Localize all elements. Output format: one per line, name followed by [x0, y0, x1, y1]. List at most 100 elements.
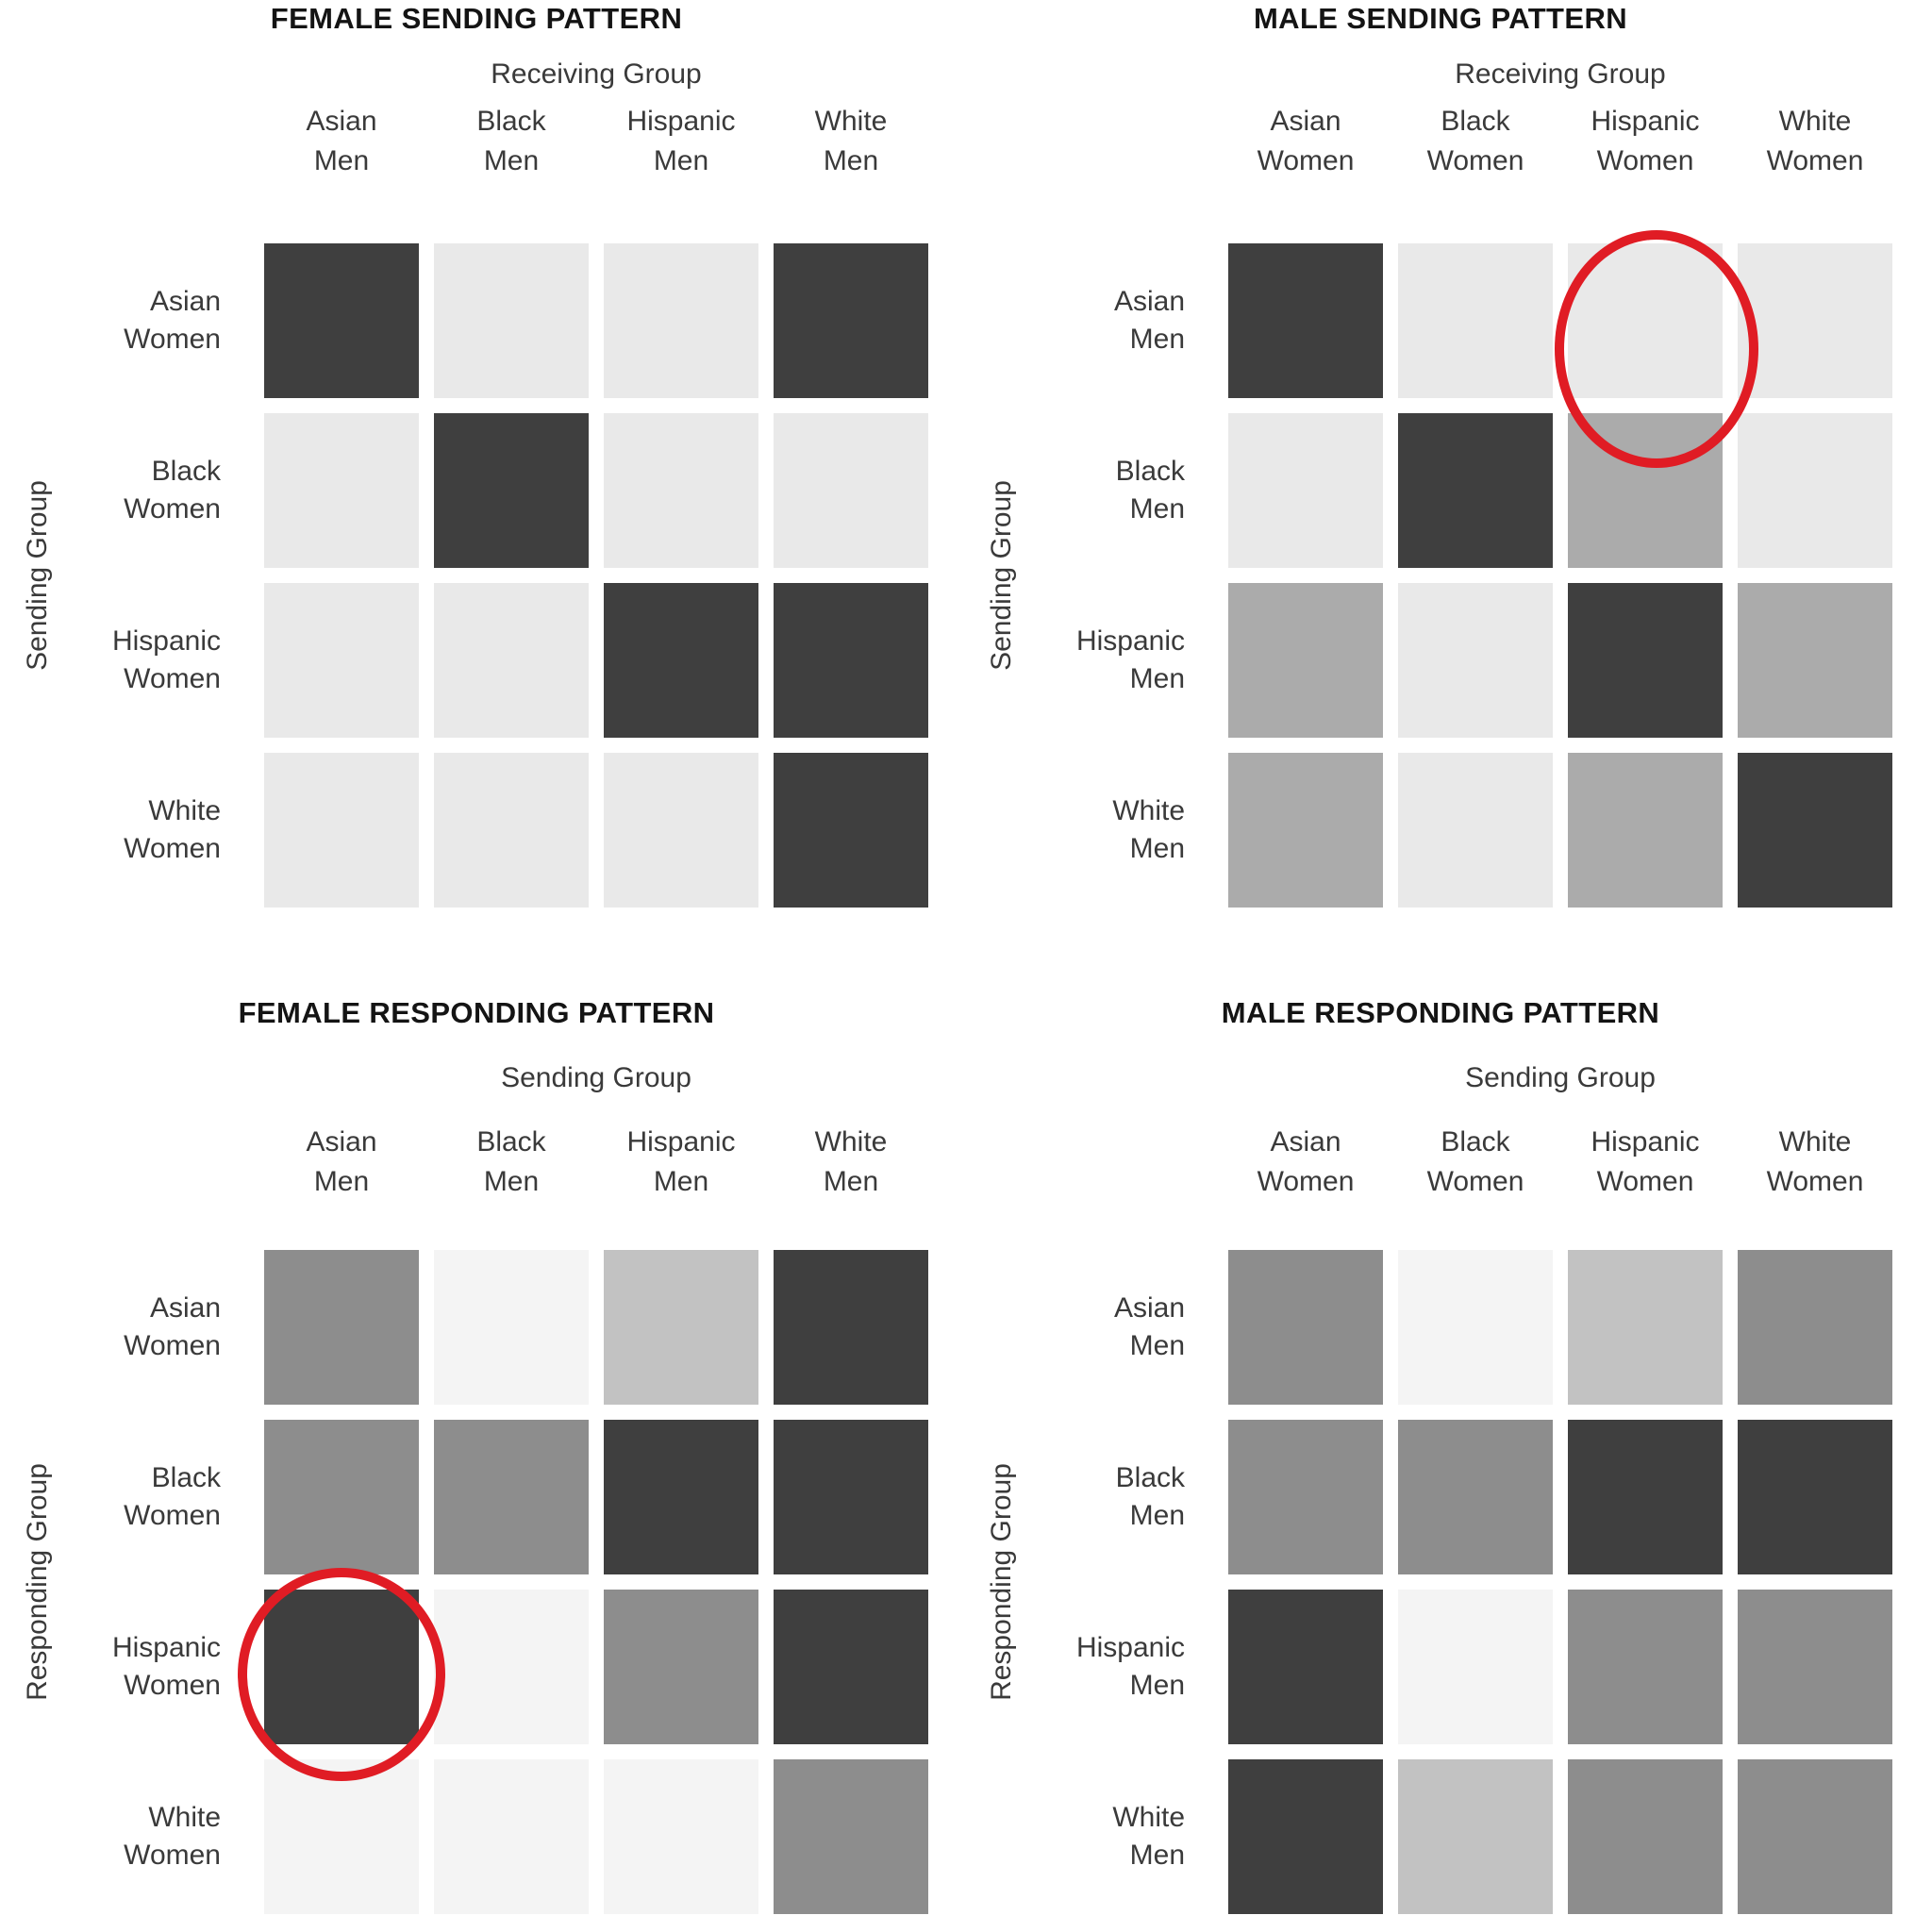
heatmap-grid: Asian Women Black Women Hispanic Women White Wo… [0, 1250, 928, 1914]
heatmap-cell-male-responding-r1-c0 [1228, 1420, 1383, 1574]
heatmap-cell-male-sending-r1-c2 [1568, 413, 1723, 568]
panel-male-sending: MALE SENDING PATTERN Receiving Group Asi… [964, 0, 1917, 951]
heatmap-cell-female-responding-r0-c3 [774, 1250, 928, 1405]
heatmap-cell-male-responding-r1-c2 [1568, 1420, 1723, 1574]
heatmap-cell-male-responding-r3-c0 [1228, 1759, 1383, 1914]
heatmap-cell-male-responding-r3-c3 [1738, 1759, 1892, 1914]
left-axis-label: Sending Group [22, 480, 53, 671]
row-label-hispanic-men: Hispanic Men [1075, 625, 1185, 694]
heatmap-cell-female-sending-r0-c0 [264, 243, 419, 398]
heatmap-cell-male-sending-r1-c1 [1398, 413, 1553, 568]
heatmap-grid: Asian Women Black Women Hispanic Women White Wo… [0, 243, 928, 908]
heatmap-cell-female-responding-r2-c3 [774, 1590, 928, 1744]
panel-title: MALE SENDING PATTERN [1253, 2, 1628, 35]
left-axis-label: Sending Group [986, 480, 1017, 671]
heatmap-cell-male-sending-r2-c3 [1738, 583, 1892, 738]
heatmap-cell-female-responding-r3-c3 [774, 1759, 928, 1914]
column-header-black-women: Black Women [1426, 106, 1524, 176]
row-label-white-women: White Women [124, 795, 221, 864]
row-label-black-women: Black Women [124, 456, 221, 525]
row-label-asian-women: Asian Women [124, 286, 221, 355]
heatmap-cell-female-sending-r1-c0 [264, 413, 419, 568]
heatmap-cell-female-sending-r2-c1 [434, 583, 589, 738]
column-headers: Asian Women Black Women Hispanic Women White Wo… [1228, 102, 1892, 181]
column-headers: Asian Men Black Men Hispanic Men White Men [264, 102, 928, 181]
heatmap-cell-female-sending-r3-c1 [434, 753, 589, 908]
row-label-hispanic-women: Hispanic Women [111, 625, 221, 694]
row-label-black-women: Black Women [124, 1462, 221, 1531]
heatmap-cell-female-responding-r0-c0 [264, 1250, 419, 1405]
heatmap-cell-female-responding-r1-c2 [604, 1420, 758, 1574]
heatmap-cell-female-responding-r3-c0 [264, 1759, 419, 1914]
heatmap-cell-male-sending-r3-c1 [1398, 753, 1553, 908]
left-axis-label: Responding Group [22, 1463, 53, 1701]
row-label-hispanic-women: Hispanic Women [111, 1632, 221, 1701]
heatmap-cell-female-responding-r3-c1 [434, 1759, 589, 1914]
heatmap-cell-male-responding-r2-c3 [1738, 1590, 1892, 1744]
column-header-hispanic-men: Hispanic Men [626, 106, 736, 176]
heatmap-cell-male-sending-r3-c3 [1738, 753, 1892, 908]
column-headers: Asian Men Black Men Hispanic Men White Men [264, 1123, 928, 1202]
heatmap-cell-male-sending-r0-c3 [1738, 243, 1892, 398]
heatmap-cell-female-responding-r3-c2 [604, 1759, 758, 1914]
heatmap-cell-female-sending-r3-c3 [774, 753, 928, 908]
heatmap-cell-male-sending-r2-c1 [1398, 583, 1553, 738]
row-label-asian-men: Asian Men [1113, 286, 1185, 355]
heatmap-cell-female-sending-r0-c1 [434, 243, 589, 398]
column-header-asian-men: Asian Men [306, 1126, 377, 1197]
heatmap-cell-male-sending-r1-c0 [1228, 413, 1383, 568]
row-label-hispanic-men: Hispanic Men [1075, 1632, 1185, 1701]
heatmap-cell-female-sending-r0-c3 [774, 243, 928, 398]
heatmap-cell-male-sending-r1-c3 [1738, 413, 1892, 568]
panel-title: MALE RESPONDING PATTERN [1221, 996, 1660, 1029]
heatmap-cell-male-sending-r2-c2 [1568, 583, 1723, 738]
panel-female-sending: FEMALE SENDING PATTERN Receiving Group A… [0, 0, 953, 951]
panel-title: FEMALE RESPONDING PATTERN [238, 996, 715, 1029]
heatmap-cell-male-responding-r1-c1 [1398, 1420, 1553, 1574]
heatmap-cell-male-responding-r0-c1 [1398, 1250, 1553, 1405]
column-header-white-women: White Women [1766, 106, 1864, 176]
column-header-hispanic-women: Hispanic Women [1591, 106, 1700, 176]
heatmap-cell-male-responding-r3-c2 [1568, 1759, 1723, 1914]
heatmap-cell-female-responding-r0-c2 [604, 1250, 758, 1405]
top-axis-label: Receiving Group [491, 58, 702, 90]
heatmap-cell-female-responding-r1-c3 [774, 1420, 928, 1574]
heatmap-cell-female-responding-r2-c1 [434, 1590, 589, 1744]
column-header-asian-women: Asian Women [1257, 1126, 1355, 1197]
column-header-white-men: White Men [814, 1126, 888, 1197]
heatmap-cell-male-responding-r2-c1 [1398, 1590, 1553, 1744]
column-header-asian-men: Asian Men [306, 106, 377, 176]
column-header-white-men: White Men [814, 106, 888, 176]
row-label-white-women: White Women [124, 1802, 221, 1871]
column-header-white-women: White Women [1766, 1126, 1864, 1197]
heatmap-cell-male-sending-r3-c2 [1568, 753, 1723, 908]
heatmap-cell-male-responding-r2-c2 [1568, 1590, 1723, 1744]
heatmap-cell-female-responding-r1-c0 [264, 1420, 419, 1574]
heatmap-cell-female-sending-r3-c2 [604, 753, 758, 908]
panel-title: FEMALE SENDING PATTERN [270, 2, 683, 35]
column-header-hispanic-women: Hispanic Women [1591, 1126, 1700, 1197]
heatmap-grid: Asian Men Black Men Hispanic Men White Men [964, 1250, 1892, 1914]
row-label-black-men: Black Men [1115, 1462, 1185, 1531]
heatmap-cell-male-responding-r3-c1 [1398, 1759, 1553, 1914]
heatmap-cell-male-responding-r2-c0 [1228, 1590, 1383, 1744]
heatmap-cell-female-responding-r2-c2 [604, 1590, 758, 1744]
heatmap-cell-female-responding-r0-c1 [434, 1250, 589, 1405]
heatmap-cell-female-sending-r2-c3 [774, 583, 928, 738]
heatmap-cell-male-responding-r0-c2 [1568, 1250, 1723, 1405]
panel-female-responding: FEMALE RESPONDING PATTERN Sending Group … [0, 981, 953, 1932]
heatmap-cell-female-sending-r2-c0 [264, 583, 419, 738]
heatmap-cell-female-sending-r1-c3 [774, 413, 928, 568]
heatmap-grid: Asian Men Black Men Hispanic Men White Men [964, 243, 1892, 908]
heatmap-cell-female-responding-r1-c1 [434, 1420, 589, 1574]
top-axis-label: Sending Group [1465, 1062, 1656, 1093]
panel-male-responding: MALE RESPONDING PATTERN Sending Group As… [964, 981, 1917, 1932]
column-header-asian-women: Asian Women [1257, 106, 1355, 176]
heatmap-cell-female-sending-r1-c1 [434, 413, 589, 568]
column-headers: Asian Women Black Women Hispanic Women White Wo… [1228, 1123, 1892, 1202]
column-header-black-men: Black Men [476, 1126, 546, 1197]
column-header-hispanic-men: Hispanic Men [626, 1126, 736, 1197]
heatmap-cell-male-responding-r0-c0 [1228, 1250, 1383, 1405]
heatmap-cell-male-responding-r1-c3 [1738, 1420, 1892, 1574]
